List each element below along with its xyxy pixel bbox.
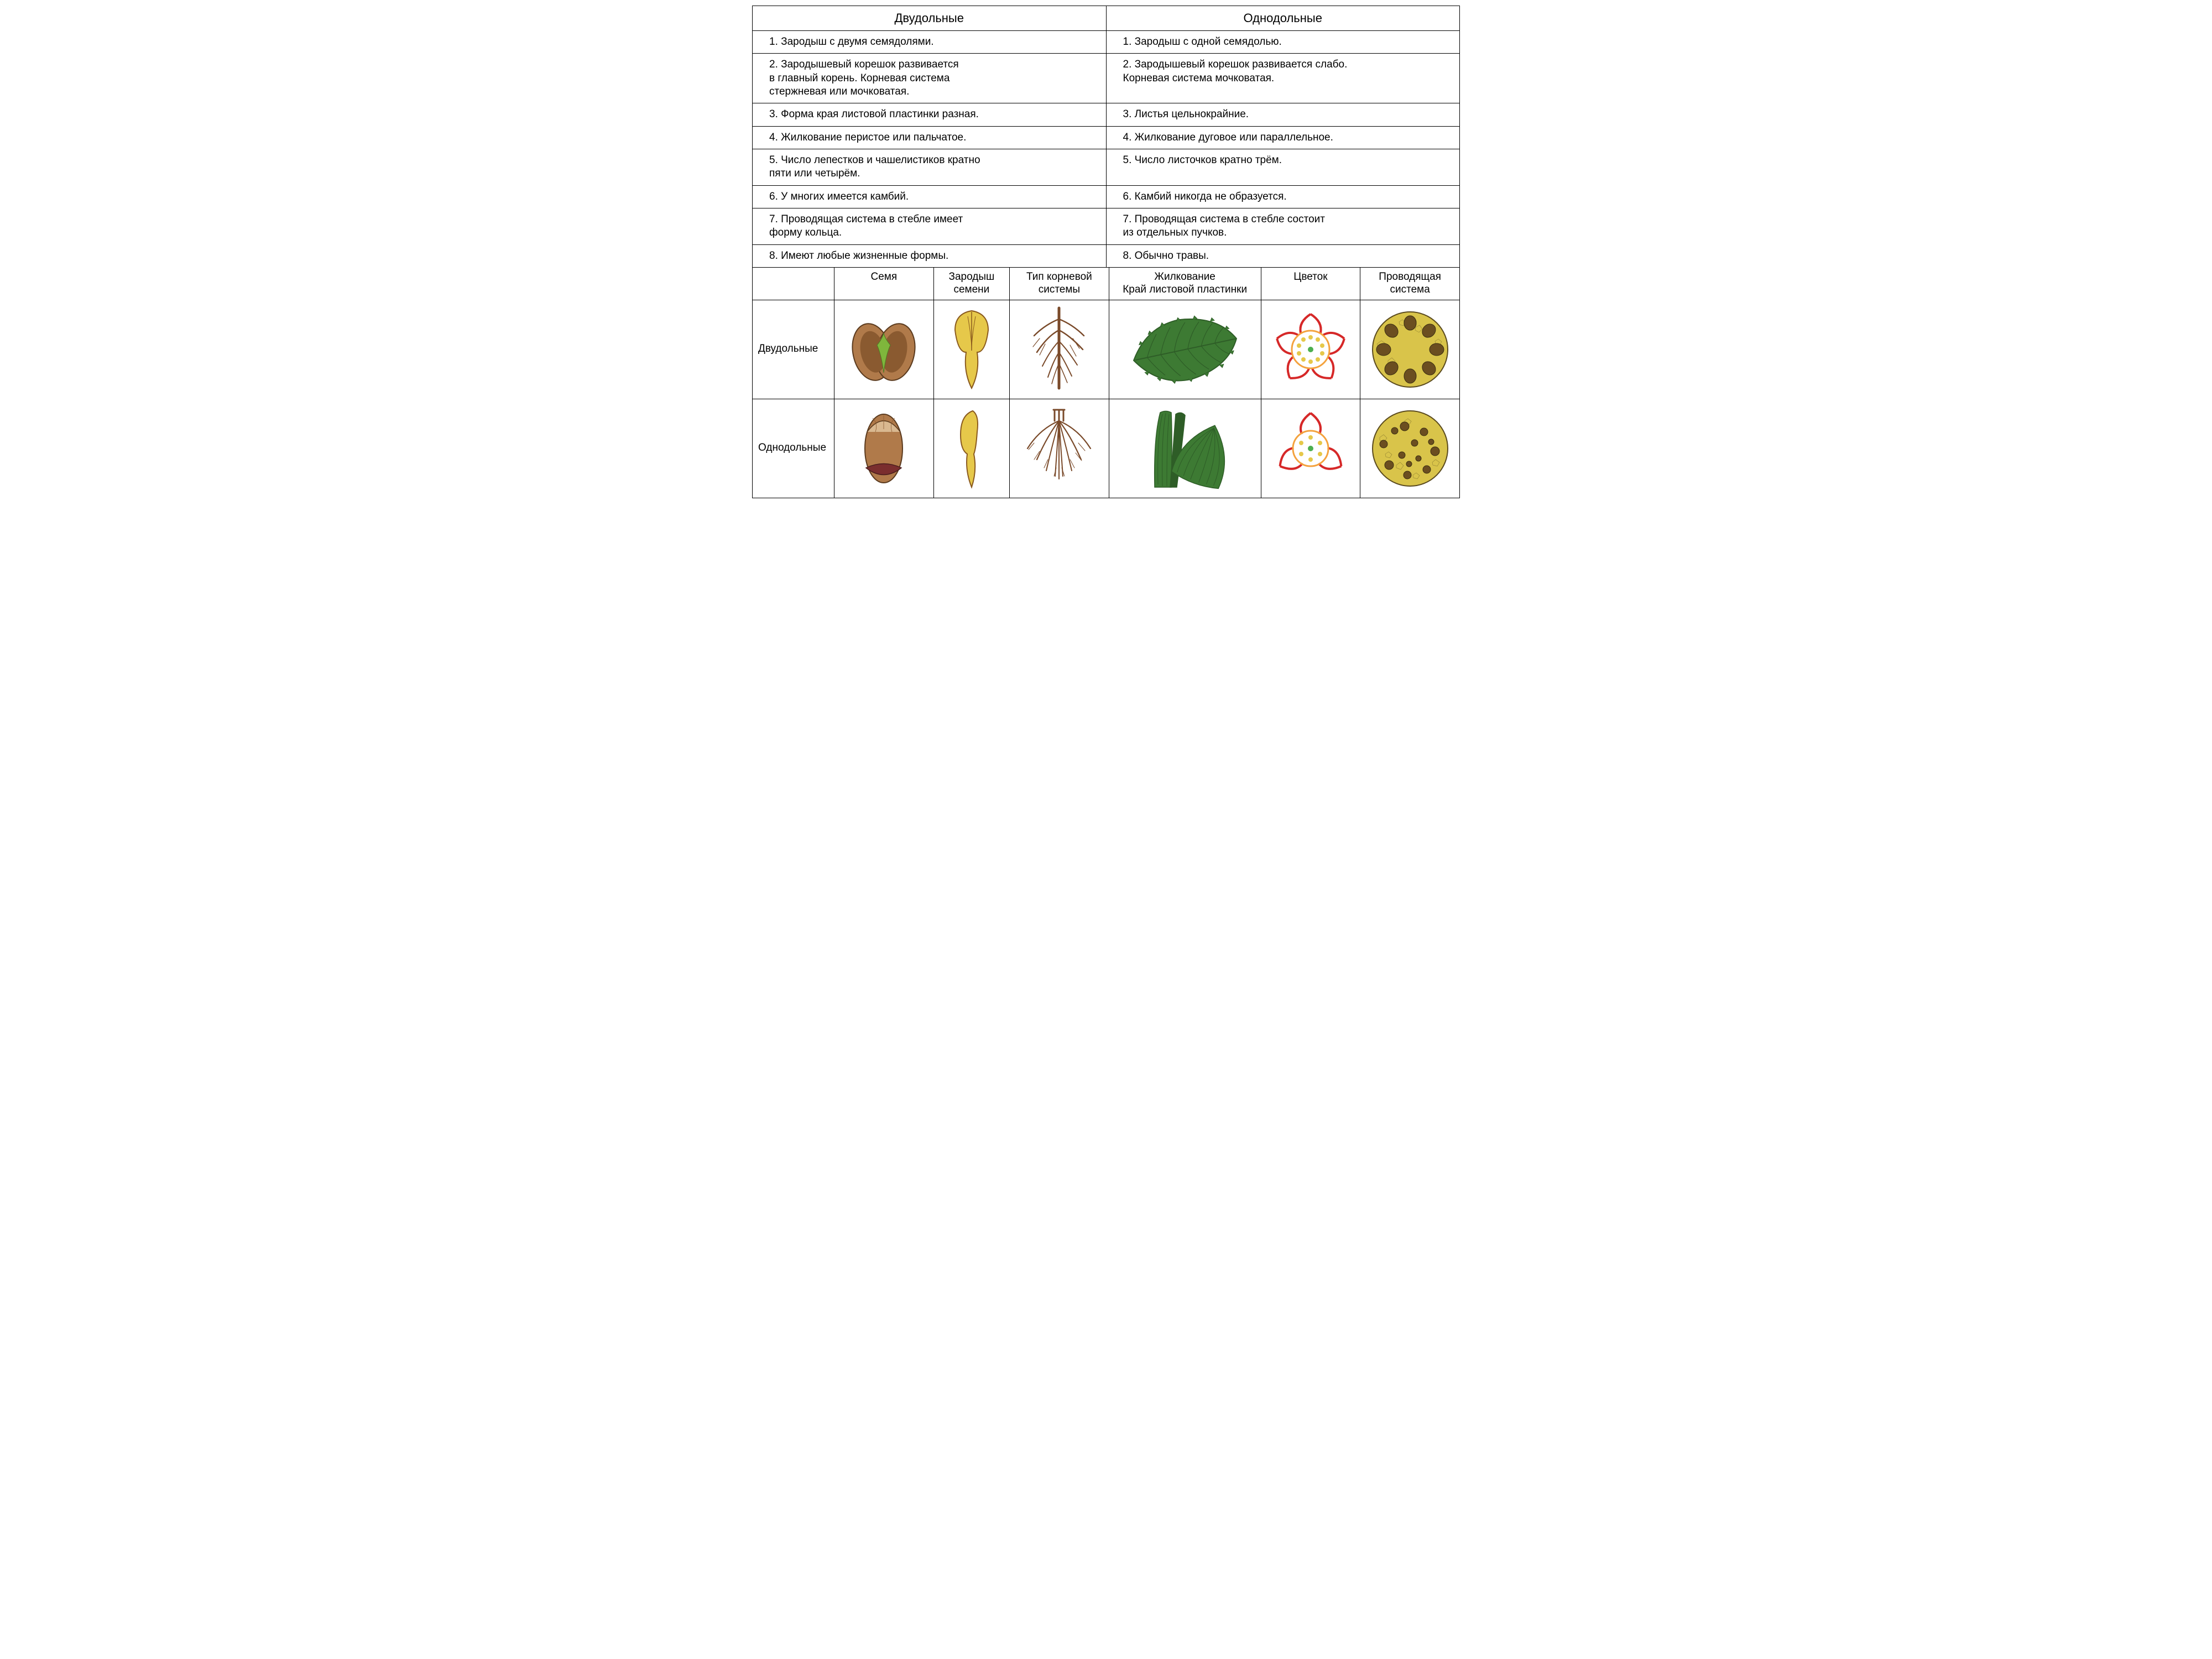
- table-row: 7. Проводящая система в стебле имеет фор…: [753, 208, 1460, 244]
- table-row: 5. Число лепестков и чашелистиков кратно…: [753, 149, 1460, 186]
- dicot-cell: 1. Зародыш с двумя семядолями.: [753, 31, 1107, 54]
- monocot-flower-icon: [1269, 407, 1352, 490]
- img-col-header: Семя: [834, 267, 933, 300]
- illustration-table: СемяЗародыш семениТип корневой системыЖи…: [752, 267, 1460, 498]
- img-col-header: Цветок: [1261, 267, 1360, 300]
- monocot-cell: 2. Зародышевый корешок развивается слабо…: [1106, 54, 1460, 103]
- cell-dicot-seed: [834, 300, 933, 399]
- monocot-cell: 8. Обычно травы.: [1106, 244, 1460, 267]
- cell-monocot-seed: [834, 399, 933, 498]
- row-monocot: Однодольные: [753, 399, 1460, 498]
- img-col-header: Тип корневой системы: [1010, 267, 1109, 300]
- monocot-root-icon: [1018, 404, 1100, 493]
- dicot-cell: 6. У многих имеется камбий.: [753, 185, 1107, 208]
- monocot-leaf-icon: [1121, 404, 1249, 493]
- table-row: 6. У многих имеется камбий.6. Камбий ник…: [753, 185, 1460, 208]
- dicot-leaf-icon: [1121, 305, 1249, 394]
- monocot-embryo-icon: [944, 404, 999, 493]
- dicot-cell: 3. Форма края листовой пластинки разная.: [753, 103, 1107, 126]
- monocot-stem-icon: [1369, 407, 1452, 490]
- monocot-cell: 1. Зародыш с одной семядолью.: [1106, 31, 1460, 54]
- row-dicot: Двудольные: [753, 300, 1460, 399]
- monocot-cell: 6. Камбий никогда не образуется.: [1106, 185, 1460, 208]
- cell-dicot-flower: [1261, 300, 1360, 399]
- comparison-table: Двудольные Однодольные 1. Зародыш с двум…: [752, 6, 1460, 268]
- monocot-seed-icon: [851, 404, 917, 493]
- cell-monocot-flower: [1261, 399, 1360, 498]
- cell-dicot-stem: [1360, 300, 1460, 399]
- dicot-embryo-icon: [941, 305, 1002, 394]
- cell-dicot-embryo: [933, 300, 1009, 399]
- dicot-stem-icon: [1369, 308, 1452, 391]
- table-row: 8. Имеют любые жизненные формы.8. Обычно…: [753, 244, 1460, 267]
- img-col-header: Жилкование Край листовой пластинки: [1109, 267, 1261, 300]
- dicot-cell: 2. Зародышевый корешок развивается в гла…: [753, 54, 1107, 103]
- cell-dicot-root: [1010, 300, 1109, 399]
- cell-monocot-embryo: [933, 399, 1009, 498]
- table-row: 1. Зародыш с двумя семядолями.1. Зародыш…: [753, 31, 1460, 54]
- row-label-monocot: Однодольные: [753, 399, 834, 498]
- img-col-header: [753, 267, 834, 300]
- dicot-seed-icon: [842, 308, 925, 391]
- monocot-cell: 4. Жилкование дуговое или параллельное.: [1106, 126, 1460, 149]
- col-header-monocot: Однодольные: [1106, 6, 1460, 31]
- dicot-cell: 5. Число лепестков и чашелистиков кратно…: [753, 149, 1107, 186]
- img-col-header: Проводящая система: [1360, 267, 1460, 300]
- table-row: 2. Зародышевый корешок развивается в гла…: [753, 54, 1460, 103]
- col-header-dicot: Двудольные: [753, 6, 1107, 31]
- table-row: 3. Форма края листовой пластинки разная.…: [753, 103, 1460, 126]
- table-row: 4. Жилкование перистое или пальчатое.4. …: [753, 126, 1460, 149]
- dicot-root-icon: [1018, 305, 1100, 394]
- monocot-cell: 7. Проводящая система в стебле состоит и…: [1106, 208, 1460, 244]
- dicot-cell: 8. Имеют любые жизненные формы.: [753, 244, 1107, 267]
- cell-monocot-leaf: [1109, 399, 1261, 498]
- cell-dicot-leaf: [1109, 300, 1261, 399]
- monocot-cell: 5. Число листочков кратно трём.: [1106, 149, 1460, 186]
- dicot-cell: 4. Жилкование перистое или пальчатое.: [753, 126, 1107, 149]
- cell-monocot-stem: [1360, 399, 1460, 498]
- monocot-cell: 3. Листья цельнокрайние.: [1106, 103, 1460, 126]
- cell-monocot-root: [1010, 399, 1109, 498]
- dicot-cell: 7. Проводящая система в стебле имеет фор…: [753, 208, 1107, 244]
- dicot-flower-icon: [1269, 308, 1352, 391]
- row-label-dicot: Двудольные: [753, 300, 834, 399]
- img-col-header: Зародыш семени: [933, 267, 1009, 300]
